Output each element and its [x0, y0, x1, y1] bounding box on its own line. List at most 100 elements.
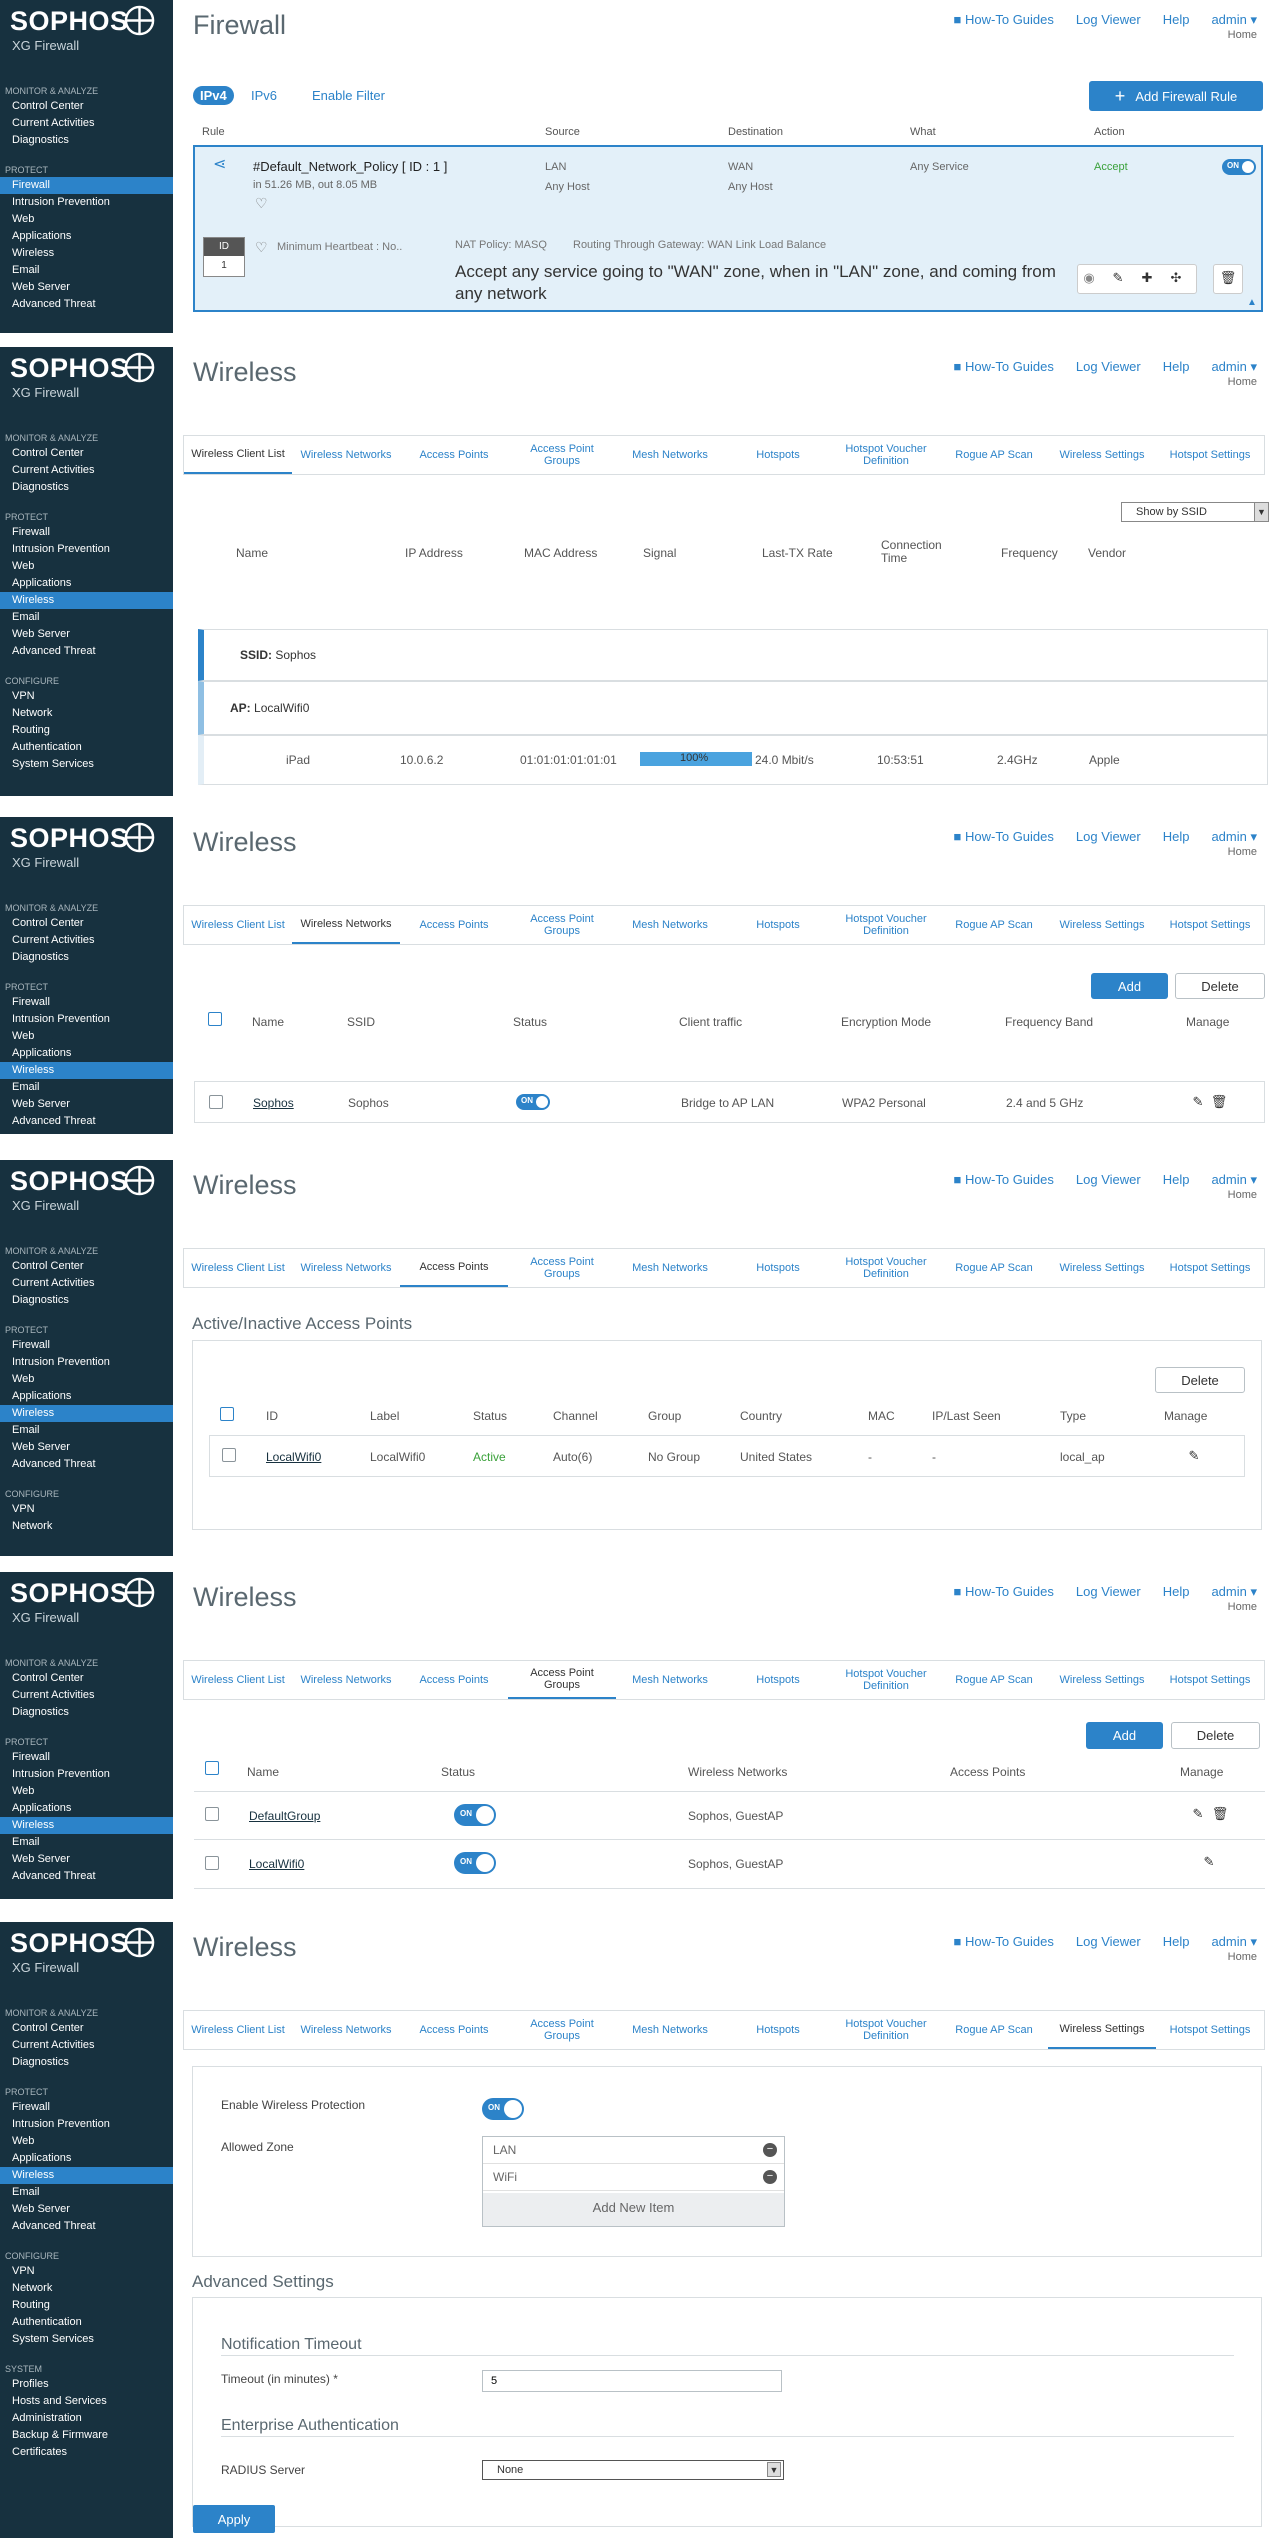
tab-wireless-networks[interactable]: Wireless Networks: [300, 1674, 392, 1686]
nav-advanced-threat[interactable]: Advanced Threat: [12, 298, 96, 310]
nav-current-activities[interactable]: Current Activities: [12, 1277, 95, 1289]
delete-button[interactable]: [1213, 264, 1243, 294]
nav-web-server[interactable]: Web Server: [12, 1441, 70, 1453]
nav-wireless[interactable]: Wireless: [0, 1817, 173, 1834]
select-all-checkbox[interactable]: [220, 1407, 234, 1421]
trash-icon[interactable]: 🗑: [1210, 1094, 1228, 1109]
nav-vpn[interactable]: VPN: [12, 2265, 35, 2277]
breadcrumb-home[interactable]: Home: [1227, 376, 1257, 388]
add-button[interactable]: Add: [1086, 1722, 1163, 1749]
how-to-guides-link[interactable]: ■ How-To Guides: [953, 1172, 1054, 1187]
group-name-link[interactable]: LocalWifi0: [249, 1857, 305, 1871]
tab-access-points[interactable]: Access Points: [419, 1674, 489, 1686]
nav-system-services[interactable]: System Services: [12, 2333, 94, 2345]
collapse-icon[interactable]: ▲: [1247, 297, 1257, 308]
tab-hotspot-settings[interactable]: Hotspot Settings: [1169, 919, 1251, 931]
tab-ipv6[interactable]: IPv6: [251, 88, 278, 103]
nav-applications[interactable]: Applications: [12, 1390, 72, 1402]
nav-web-server[interactable]: Web Server: [12, 2203, 70, 2215]
nav-ips[interactable]: Intrusion Prevention: [12, 2118, 110, 2130]
nav-network[interactable]: Network: [12, 2282, 53, 2294]
tab-hotspot-settings[interactable]: Hotspot Settings: [1169, 1262, 1251, 1274]
how-to-guides-link[interactable]: ■ How-To Guides: [953, 1934, 1054, 1949]
help-link[interactable]: Help: [1162, 1172, 1190, 1187]
admin-menu[interactable]: admin ▾: [1211, 359, 1257, 374]
nav-routing[interactable]: Routing: [12, 2299, 50, 2311]
tab-hotspot-voucher[interactable]: Hotspot Voucher Definition: [845, 913, 927, 937]
tab-access-points[interactable]: Access Points: [419, 2024, 489, 2036]
tab-rogue-ap-scan[interactable]: Rogue AP Scan: [955, 1674, 1033, 1686]
ap-group-row[interactable]: AP: LocalWifi0: [198, 681, 1268, 735]
nav-diagnostics[interactable]: Diagnostics: [12, 951, 69, 963]
tab-access-point-groups[interactable]: Access Point Groups: [530, 2018, 594, 2042]
log-viewer-link[interactable]: Log Viewer: [1075, 1934, 1141, 1949]
tab-mesh-networks[interactable]: Mesh Networks: [632, 1262, 708, 1274]
tab-wireless-networks[interactable]: Wireless Networks: [292, 906, 400, 944]
log-viewer-link[interactable]: Log Viewer: [1075, 1584, 1141, 1599]
tab-wireless-settings[interactable]: Wireless Settings: [1059, 1674, 1145, 1686]
tab-hotspot-settings[interactable]: Hotspot Settings: [1169, 1674, 1251, 1686]
admin-menu[interactable]: admin ▾: [1211, 1934, 1257, 1949]
group-status-toggle[interactable]: ON: [454, 1804, 496, 1826]
tab-wireless-settings[interactable]: Wireless Settings: [1048, 2011, 1156, 2049]
nav-control-center[interactable]: Control Center: [12, 447, 84, 459]
tab-hotspot-settings[interactable]: Hotspot Settings: [1169, 449, 1251, 461]
nav-firewall[interactable]: Firewall: [0, 177, 173, 194]
tab-wireless-client-list[interactable]: Wireless Client List: [191, 1674, 285, 1686]
help-link[interactable]: Help: [1162, 359, 1190, 374]
edit-icon[interactable]: ✎: [1188, 1448, 1200, 1463]
ssid-group-row[interactable]: SSID: Sophos: [198, 629, 1268, 681]
nav-diagnostics[interactable]: Diagnostics: [12, 2056, 69, 2068]
tab-rogue-ap-scan[interactable]: Rogue AP Scan: [955, 919, 1033, 931]
tab-wireless-networks[interactable]: Wireless Networks: [300, 1262, 392, 1274]
nav-advanced-threat[interactable]: Advanced Threat: [12, 2220, 96, 2232]
tab-access-point-groups[interactable]: Access Point Groups: [530, 1256, 594, 1280]
add-firewall-rule-button[interactable]: + Add Firewall Rule: [1089, 81, 1263, 111]
tab-hotspot-voucher[interactable]: Hotspot Voucher Definition: [845, 443, 927, 467]
tab-wireless-settings[interactable]: Wireless Settings: [1059, 449, 1145, 461]
nav-system-services[interactable]: System Services: [12, 758, 94, 770]
tab-mesh-networks[interactable]: Mesh Networks: [632, 1674, 708, 1686]
log-viewer-link[interactable]: Log Viewer: [1075, 1172, 1141, 1187]
nav-web-server[interactable]: Web Server: [12, 1853, 70, 1865]
nav-network[interactable]: Network: [12, 707, 53, 719]
nav-diagnostics[interactable]: Diagnostics: [12, 1294, 69, 1306]
nav-wireless[interactable]: Wireless: [0, 2167, 173, 2184]
remove-icon[interactable]: −: [763, 2170, 777, 2184]
nav-email[interactable]: Email: [12, 1836, 40, 1848]
tab-hotspots[interactable]: Hotspots: [756, 1262, 800, 1274]
delete-button[interactable]: Delete: [1171, 1722, 1260, 1749]
radius-server-select[interactable]: None ▼: [482, 2460, 784, 2480]
tab-wireless-client-list[interactable]: Wireless Client List: [191, 2024, 285, 2036]
show-by-select[interactable]: Show by SSID ▼: [1121, 502, 1269, 522]
breadcrumb-home[interactable]: Home: [1227, 1951, 1257, 1963]
nav-email[interactable]: Email: [12, 2186, 40, 2198]
tab-access-point-groups[interactable]: Access Point Groups: [508, 1661, 616, 1699]
nav-applications[interactable]: Applications: [12, 577, 72, 589]
nav-authentication[interactable]: Authentication: [12, 2316, 82, 2328]
table-row[interactable]: LocalWifi0 LocalWifi0 Active Auto(6) No …: [209, 1435, 1245, 1477]
tab-rogue-ap-scan[interactable]: Rogue AP Scan: [955, 1262, 1033, 1274]
network-status-toggle[interactable]: ON: [516, 1094, 550, 1110]
tab-hotspots[interactable]: Hotspots: [756, 2024, 800, 2036]
breadcrumb-home[interactable]: Home: [1227, 1601, 1257, 1613]
nav-control-center[interactable]: Control Center: [12, 1672, 84, 1684]
tab-access-points[interactable]: Access Points: [419, 449, 489, 461]
nav-wireless[interactable]: Wireless: [0, 1405, 173, 1422]
firewall-rule-row[interactable]: ⋖ #Default_Network_Policy [ ID : 1 ] in …: [193, 145, 1263, 312]
help-link[interactable]: Help: [1162, 1934, 1190, 1949]
nav-firewall[interactable]: Firewall: [12, 1751, 50, 1763]
nav-control-center[interactable]: Control Center: [12, 1260, 84, 1272]
row-checkbox[interactable]: [205, 1856, 219, 1870]
help-link[interactable]: Help: [1162, 1584, 1190, 1599]
nav-web[interactable]: Web: [12, 560, 35, 572]
tab-access-points[interactable]: Access Points: [419, 919, 489, 931]
remove-icon[interactable]: −: [763, 2143, 777, 2157]
log-viewer-link[interactable]: Log Viewer: [1075, 829, 1141, 844]
nav-email[interactable]: Email: [12, 1081, 40, 1093]
nav-authentication[interactable]: Authentication: [12, 741, 82, 753]
nav-firewall[interactable]: Firewall: [12, 526, 50, 538]
nav-ips[interactable]: Intrusion Prevention: [12, 1356, 110, 1368]
nav-applications[interactable]: Applications: [12, 1802, 72, 1814]
nav-ips[interactable]: Intrusion Prevention: [12, 196, 110, 208]
